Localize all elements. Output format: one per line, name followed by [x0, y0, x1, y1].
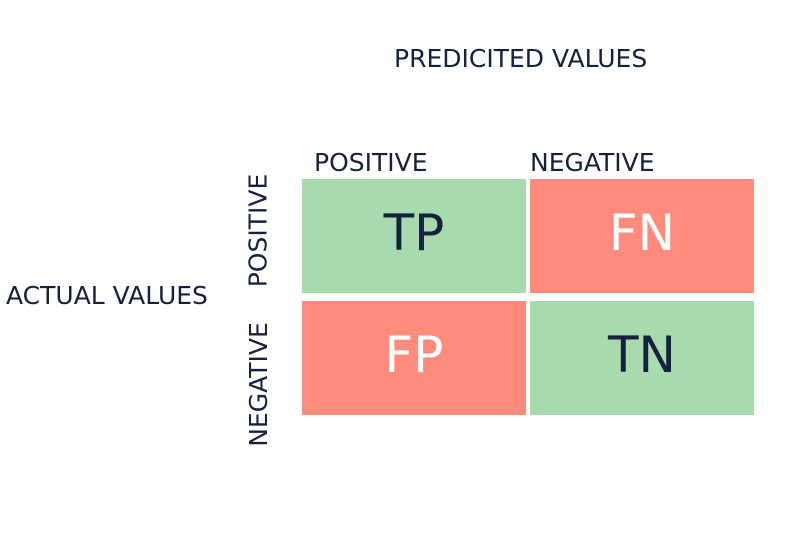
cell-false-negative: FN — [530, 179, 754, 293]
row-header-negative-label: NEGATIVE — [243, 321, 273, 447]
row-header-positive-label: POSITIVE — [243, 173, 273, 287]
row-header-negative: NEGATIVE — [243, 314, 273, 454]
cell-false-negative-label: FN — [608, 204, 676, 262]
predicted-values-title: PREDICITED VALUES — [394, 44, 648, 73]
actual-values-title: ACTUAL VALUES — [6, 281, 208, 310]
cell-false-positive-label: FP — [384, 326, 444, 384]
column-header-positive: POSITIVE — [314, 148, 428, 177]
cell-true-negative-label: TN — [608, 326, 676, 384]
cell-true-negative: TN — [530, 301, 754, 415]
cell-false-positive: FP — [302, 301, 526, 415]
cell-true-positive-label: TP — [383, 204, 445, 262]
cell-true-positive: TP — [302, 179, 526, 293]
column-header-negative: NEGATIVE — [530, 148, 655, 177]
row-header-positive: POSITIVE — [243, 166, 273, 294]
